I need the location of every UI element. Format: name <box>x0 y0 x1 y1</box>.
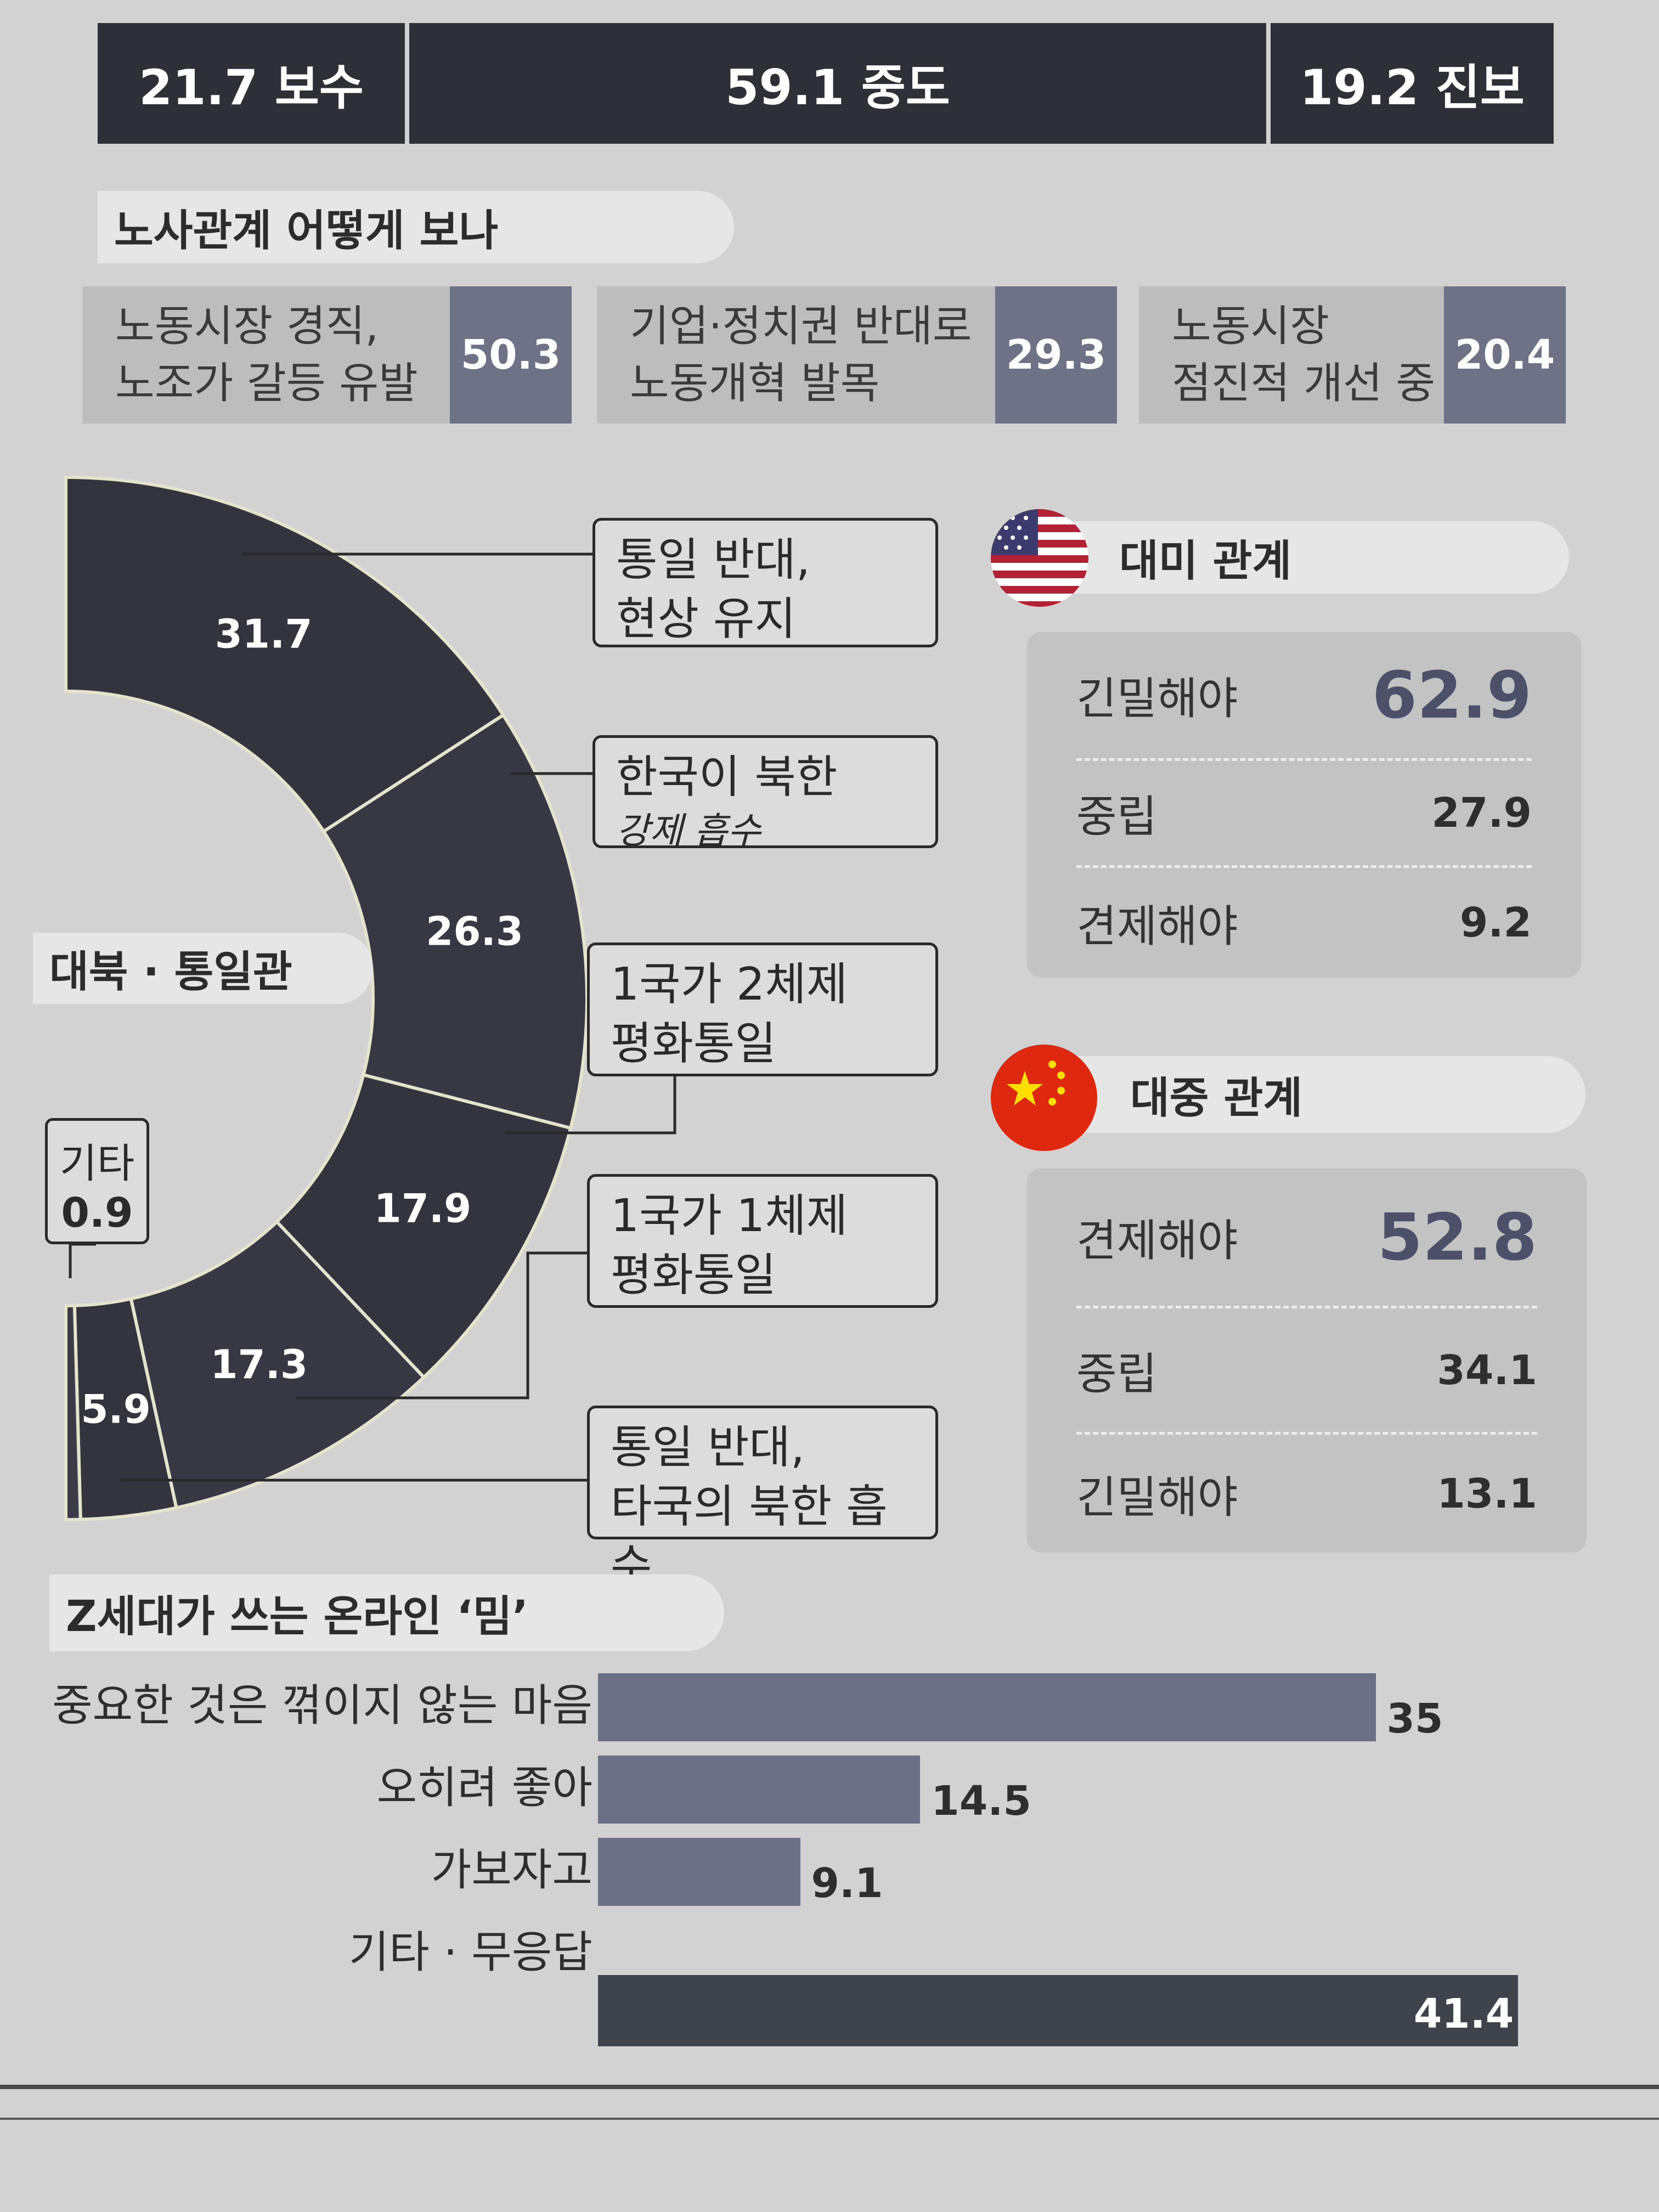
usa-row-1: 긴밀해야 62.9 <box>1076 632 1532 761</box>
footer-divider <box>0 2085 1659 2089</box>
labor-item-1-line1: 노동시장 경직, <box>115 302 379 351</box>
china-panel: 견제해야 52.8 중립 34.1 긴밀해야 13.1 <box>1027 1169 1587 1553</box>
callout-forced-absorption: 한국이 북한 강제 흡수 <box>592 735 938 852</box>
callout-one-system-line1: 1국가 1체제 <box>611 1190 848 1242</box>
footer-divider-thin <box>0 2118 1659 2120</box>
donut-value-label-2: 26.3 <box>426 908 523 954</box>
labor-item-1: 노동시장 경직, 노조가 갈등 유발 50.3 <box>82 286 572 424</box>
meme-value-label-3: 9.1 <box>811 1860 883 1907</box>
ideology-conservative: 21.7 보수 <box>98 23 405 144</box>
callout-two-systems-line1: 1국가 2체제 <box>611 958 848 1011</box>
callout-status-quo-line1: 통일 반대, <box>616 534 810 586</box>
china-row-2: 중립 34.1 <box>1076 1308 1537 1435</box>
meme-bar-2 <box>598 1756 921 1824</box>
callout-forced-absorption-line1: 한국이 북한 <box>616 751 838 803</box>
meme-value-label-1: 35 <box>1386 1695 1443 1742</box>
callout-status-quo: 통일 반대, 현상 유지 <box>592 518 938 647</box>
meme-category-label-4: 기타 · 무응답 <box>348 1927 592 1978</box>
meme-bar-1 <box>598 1673 1376 1741</box>
labor-item-3-value: 20.4 <box>1444 286 1566 424</box>
china-title-pill: 대중 관계 <box>1042 1056 1585 1133</box>
leader-line-3 <box>505 1076 676 1135</box>
us-flag-icon <box>991 509 1088 607</box>
usa-row-1-value: 62.9 <box>1372 657 1532 733</box>
labor-item-1-value: 50.3 <box>450 286 572 424</box>
china-row-3-label: 긴밀해야 <box>1076 1471 1238 1523</box>
callout-foreign-absorption: 통일 반대, 타국의 북한 흡수 <box>587 1406 938 1592</box>
donut-value-label-1: 31.7 <box>215 611 313 657</box>
donut-slice-4 <box>129 1219 426 1510</box>
ideology-progressive: 19.2 진보 <box>1266 23 1554 144</box>
meme-bar-4 <box>598 1975 1518 2046</box>
china-row-2-label: 중립 <box>1076 1348 1158 1400</box>
other-value: 0.9 <box>61 1189 133 1237</box>
labor-item-2-value: 29.3 <box>995 286 1117 424</box>
callout-forced-absorption-line2: 강제 흡수 <box>616 810 761 852</box>
usa-title-pill: 대미 관계 <box>1042 521 1569 594</box>
usa-panel: 긴밀해야 62.9 중립 27.9 견제해야 9.2 <box>1027 632 1581 978</box>
meme-category-label-2: 오히려 좋아 <box>376 1762 592 1813</box>
labor-item-3-line2: 점진적 개선 중 <box>1172 359 1436 408</box>
china-title: 대중 관계 <box>1130 1074 1303 1123</box>
china-row-2-value: 34.1 <box>1437 1346 1537 1394</box>
other-label: 기타 <box>59 1140 135 1187</box>
labor-item-2: 기업·정치권 반대로 노동개혁 발목 29.3 <box>597 286 1117 424</box>
usa-row-3-label: 견제해야 <box>1076 901 1238 952</box>
usa-row-1-label: 긴밀해야 <box>1076 673 1238 724</box>
meme-bar-3 <box>598 1838 800 1906</box>
china-row-3-value: 13.1 <box>1437 1470 1537 1517</box>
meme-category-label-3: 가보자고 <box>431 1844 592 1895</box>
labor-item-3-line1: 노동시장 <box>1172 302 1330 351</box>
meme-value-label-4: 41.4 <box>1413 1990 1514 2038</box>
meme-category-label-1: 중요한 것은 꺾이지 않는 마음 <box>52 1680 592 1731</box>
donut-value-label-3: 17.9 <box>374 1185 472 1231</box>
ideology-bar: 21.7 보수 59.1 중도 19.2 진보 <box>98 23 1554 144</box>
donut-slice-2 <box>321 713 589 1130</box>
china-row-3: 긴밀해야 13.1 <box>1076 1435 1537 1553</box>
other-callout: 기타 0.9 <box>45 1118 149 1244</box>
usa-row-2-label: 중립 <box>1076 791 1158 842</box>
labor-item-2-line2: 노동개혁 발목 <box>630 359 880 408</box>
usa-title: 대미 관계 <box>1119 537 1292 586</box>
china-row-1-label: 견제해야 <box>1076 1215 1238 1266</box>
callout-one-system-line2: 평화통일 <box>611 1249 776 1301</box>
meme-bar-chart: 중요한 것은 꺾이지 않는 마음 35 오히려 좋아 14.5 가보자고 9.1 기타 · … <box>22 1668 1613 2052</box>
leader-line-6 <box>69 1243 96 1278</box>
donut-slice-1 <box>64 475 506 834</box>
usa-row-2-value: 27.9 <box>1431 789 1532 837</box>
callout-two-systems: 1국가 2체제 평화통일 <box>587 943 938 1076</box>
unification-title: 대북 · 통일관 <box>33 933 373 1004</box>
labor-item-2-line1: 기업·정치권 반대로 <box>630 302 972 351</box>
ideology-moderate: 59.1 중도 <box>405 23 1266 144</box>
donut-value-label-4: 17.3 <box>210 1341 308 1387</box>
meme-title: Z세대가 쓰는 온라인 ‘밈’ <box>49 1575 724 1651</box>
labor-title: 노사관계 어떻게 보나 <box>98 191 734 263</box>
usa-row-2: 중립 27.9 <box>1076 761 1532 868</box>
donut-value-label-5: 5.9 <box>81 1386 151 1432</box>
leader-line-4 <box>296 1251 587 1400</box>
donut-slice-6 <box>64 1304 82 1522</box>
meme-value-label-2: 14.5 <box>931 1778 1031 1825</box>
callout-two-systems-line2: 평화통일 <box>611 1018 776 1070</box>
callout-status-quo-line2: 현상 유지 <box>616 593 796 645</box>
usa-row-3-value: 9.2 <box>1459 899 1532 946</box>
china-row-1: 견제해야 52.8 <box>1076 1169 1537 1308</box>
labor-item-3: 노동시장 점진적 개선 중 20.4 <box>1139 286 1566 424</box>
callout-foreign-absorption-line1: 통일 반대, <box>611 1421 805 1474</box>
china-flag-icon <box>991 1045 1097 1151</box>
usa-row-3: 견제해야 9.2 <box>1076 868 1532 978</box>
donut-slice-3 <box>274 1073 573 1380</box>
callout-one-system: 1국가 1체제 평화통일 <box>587 1174 938 1308</box>
china-row-1-value: 52.8 <box>1377 1199 1537 1275</box>
labor-item-1-line2: 노조가 갈등 유발 <box>115 359 418 408</box>
